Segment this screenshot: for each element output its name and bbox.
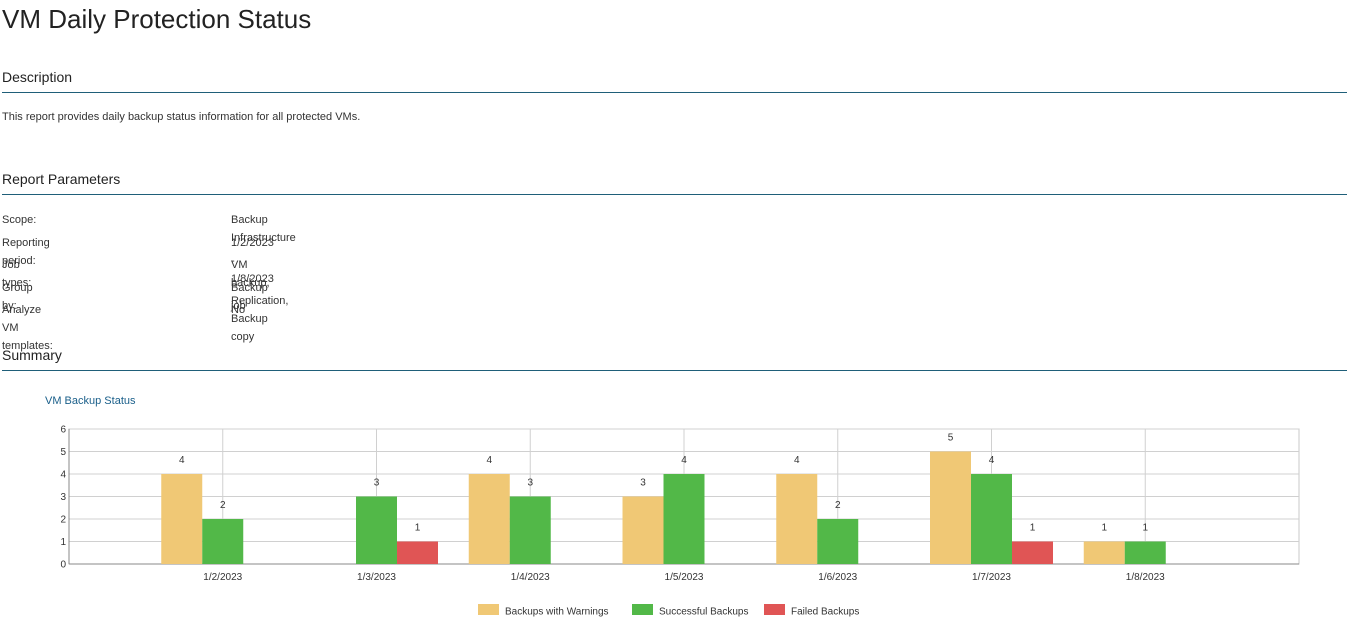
page-title: VM Daily Protection Status xyxy=(2,4,312,34)
data-label: 1 xyxy=(1030,523,1036,534)
data-label: 4 xyxy=(179,455,185,466)
x-tick-label: 1/2/2023 xyxy=(203,572,242,583)
param-value: Backup job xyxy=(231,281,268,312)
bar-failed-backups xyxy=(397,541,438,564)
bar-successful-backups xyxy=(663,474,705,564)
data-label: 4 xyxy=(794,455,800,466)
bar-failed-backups xyxy=(1012,541,1053,564)
param-value: Backup Infrastructure xyxy=(231,214,296,244)
x-tick-label: 1/7/2023 xyxy=(972,572,1011,583)
y-tick-label: 5 xyxy=(60,447,66,458)
legend-swatch xyxy=(632,604,653,615)
param-label: Job types: xyxy=(2,259,32,289)
bar-successful-backups xyxy=(817,519,859,564)
bar-successful-backups xyxy=(202,519,244,564)
description-header: Description xyxy=(2,68,1347,93)
param-value: No xyxy=(231,304,246,316)
data-label: 3 xyxy=(640,478,646,489)
legend-label: Failed Backups xyxy=(791,607,859,618)
data-label: 3 xyxy=(527,478,533,489)
summary-header: Summary xyxy=(2,346,1347,371)
bar-backups-with-warnings xyxy=(930,451,971,564)
legend-swatch xyxy=(764,604,785,615)
data-label: 2 xyxy=(220,500,226,511)
param-value: VM backup, Replication, Backup copy xyxy=(231,259,289,343)
x-tick-label: 1/5/2023 xyxy=(665,572,704,583)
param-label: Analyze VM templates: xyxy=(2,304,53,352)
vm-backup-status-chart: 0 1 2 3 4 5 6 1/2/2023 4 2 1/3/2023 3 1 1/4/2023 4 3 1/5… xyxy=(60,425,1300,618)
data-label: 4 xyxy=(989,455,995,466)
data-label: 1 xyxy=(1142,523,1148,534)
data-label: 2 xyxy=(835,500,841,511)
legend-label: Backups with Warnings xyxy=(505,607,609,618)
y-tick-label: 6 xyxy=(60,425,66,436)
x-tick-label: 1/6/2023 xyxy=(818,572,857,583)
data-label: 1 xyxy=(1101,523,1107,534)
data-label: 1 xyxy=(415,523,421,534)
description-text: This report provides daily backup status… xyxy=(2,111,361,123)
legend-label: Successful Backups xyxy=(659,607,749,618)
data-label: 5 xyxy=(948,433,954,444)
param-label: Group by: xyxy=(2,281,33,312)
data-label: 3 xyxy=(374,478,380,489)
report-parameters-header: Report Parameters xyxy=(2,170,1347,195)
x-tick-label: 1/4/2023 xyxy=(511,572,550,583)
y-tick-label: 3 xyxy=(60,492,66,503)
bar-backups-with-warnings xyxy=(1083,541,1125,564)
chart-title: VM Backup Status xyxy=(45,395,136,407)
x-tick-label: 1/3/2023 xyxy=(357,572,396,583)
legend-swatch xyxy=(478,604,499,615)
y-tick-label: 4 xyxy=(60,470,66,481)
bar-successful-backups xyxy=(1124,541,1166,564)
bar-successful-backups xyxy=(971,474,1012,564)
y-tick-label: 1 xyxy=(60,537,66,548)
bar-successful-backups xyxy=(356,496,397,564)
bar-backups-with-warnings xyxy=(468,474,510,564)
param-label: Reporting period: xyxy=(2,236,50,267)
bar-backups-with-warnings xyxy=(161,474,203,564)
y-tick-label: 0 xyxy=(60,560,66,571)
bar-backups-with-warnings xyxy=(622,496,664,564)
y-tick-label: 2 xyxy=(60,515,66,526)
bar-backups-with-warnings xyxy=(776,474,818,564)
data-label: 4 xyxy=(681,455,687,466)
bar-successful-backups xyxy=(509,496,551,564)
data-label: 4 xyxy=(486,455,492,466)
param-value: 1/2/2023 - 1/8/2023 xyxy=(231,236,274,285)
x-tick-label: 1/8/2023 xyxy=(1126,572,1165,583)
param-label: Scope: xyxy=(2,214,37,226)
